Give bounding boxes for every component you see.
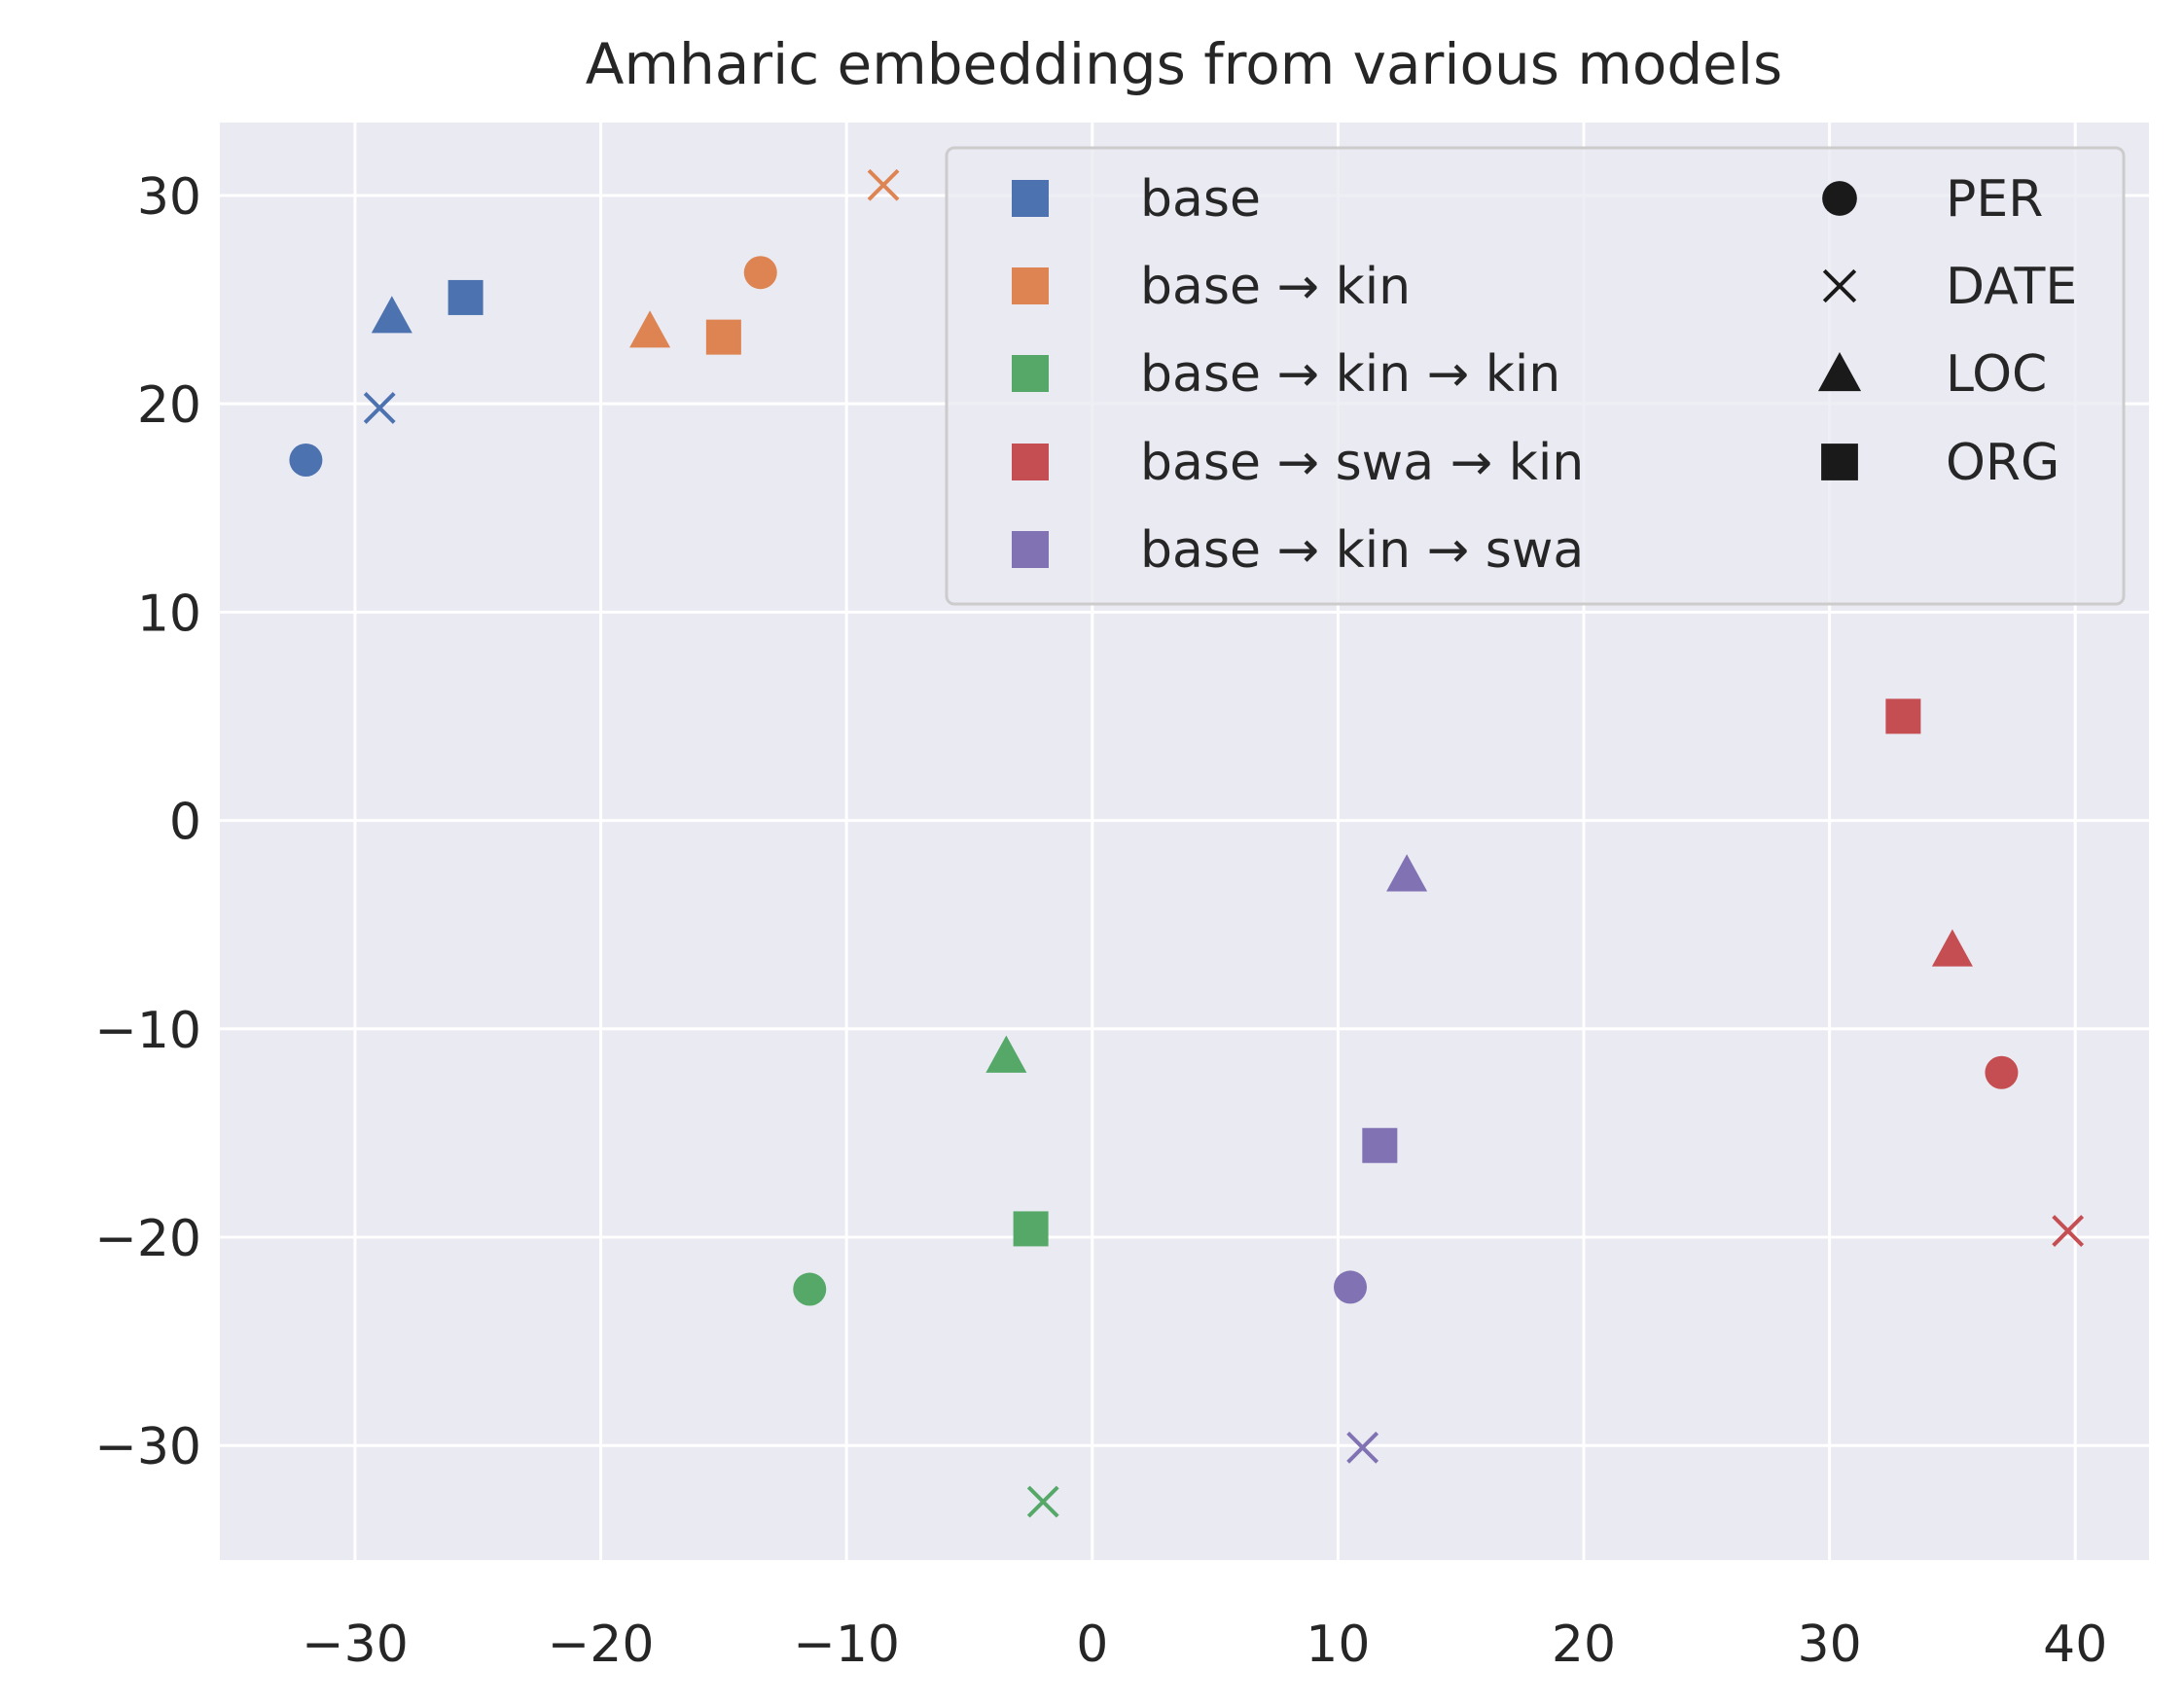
legend-swatch	[1012, 355, 1049, 392]
point-org-marker	[1885, 698, 1921, 734]
point-org-marker	[1013, 1211, 1049, 1247]
point-loc-marker	[371, 296, 412, 334]
point-date-marker	[1346, 1431, 1379, 1464]
y-tick-label: −30	[94, 1418, 201, 1476]
legend-series-label: base → kin → kin	[1140, 345, 1560, 404]
point-loc-marker	[985, 1035, 1027, 1073]
legend-series-label: base → kin → swa	[1140, 521, 1584, 580]
point-loc-marker	[629, 310, 671, 348]
point-date-marker	[363, 392, 396, 424]
legend-loc-marker	[1817, 351, 1862, 392]
legend-marker-label: PER	[1946, 170, 2043, 229]
chart-title: Amharic embeddings from various models	[586, 31, 1782, 97]
point-org-marker	[1362, 1127, 1398, 1163]
point-org-marker	[448, 279, 483, 315]
point-date-marker	[1026, 1485, 1059, 1518]
y-tick-label: 30	[137, 168, 201, 227]
x-tick-label: 0	[1076, 1616, 1108, 1674]
point-date-marker	[867, 168, 900, 201]
point-per-marker	[1334, 1270, 1368, 1304]
point-org-marker	[705, 319, 741, 355]
legend-swatch	[1012, 267, 1049, 304]
legend-date-marker	[1822, 268, 1857, 303]
legend-org-marker	[1821, 444, 1858, 480]
x-tick-labels: −30 −20 −10 0 10 20 30 40	[302, 1616, 2107, 1674]
legend-swatch	[1012, 180, 1049, 217]
legend-per-marker	[1822, 181, 1857, 216]
point-loc-marker	[1386, 854, 1428, 892]
legend-marker-label: LOC	[1946, 345, 2047, 404]
y-tick-label: 0	[169, 794, 201, 852]
x-tick-label: −10	[793, 1616, 900, 1674]
y-tick-labels: 30 20 10 0 −10 −20 −30	[94, 168, 201, 1476]
legend-series-label: base → swa → kin	[1140, 434, 1584, 492]
y-tick-label: −10	[94, 1002, 201, 1060]
point-per-marker	[1985, 1055, 2019, 1089]
legend-series-label: base → kin	[1140, 258, 1411, 316]
x-tick-label: 20	[1552, 1616, 1616, 1674]
y-tick-label: 10	[137, 585, 201, 643]
legend-swatch	[1012, 531, 1049, 568]
legend-marker-label: ORG	[1946, 434, 2059, 492]
x-tick-label: 40	[2043, 1616, 2107, 1674]
x-tick-label: −20	[548, 1616, 655, 1674]
point-date-marker	[2052, 1215, 2085, 1247]
x-tick-label: −30	[302, 1616, 409, 1674]
legend-swatch	[1012, 444, 1049, 480]
y-tick-label: 20	[137, 376, 201, 435]
x-tick-label: 30	[1798, 1616, 1862, 1674]
point-per-marker	[743, 256, 777, 290]
data-points	[289, 168, 2085, 1518]
point-per-marker	[793, 1272, 827, 1306]
legend-box	[945, 146, 2126, 606]
x-tick-label: 10	[1306, 1616, 1370, 1674]
point-per-marker	[289, 444, 323, 478]
legend-series-label: base	[1140, 170, 1261, 229]
point-loc-marker	[1931, 929, 1973, 967]
y-tick-label: −20	[94, 1210, 201, 1268]
legend: base base → kin base → kin → kin base → swa…	[945, 146, 2126, 606]
legend-marker-label: DATE	[1946, 258, 2077, 316]
